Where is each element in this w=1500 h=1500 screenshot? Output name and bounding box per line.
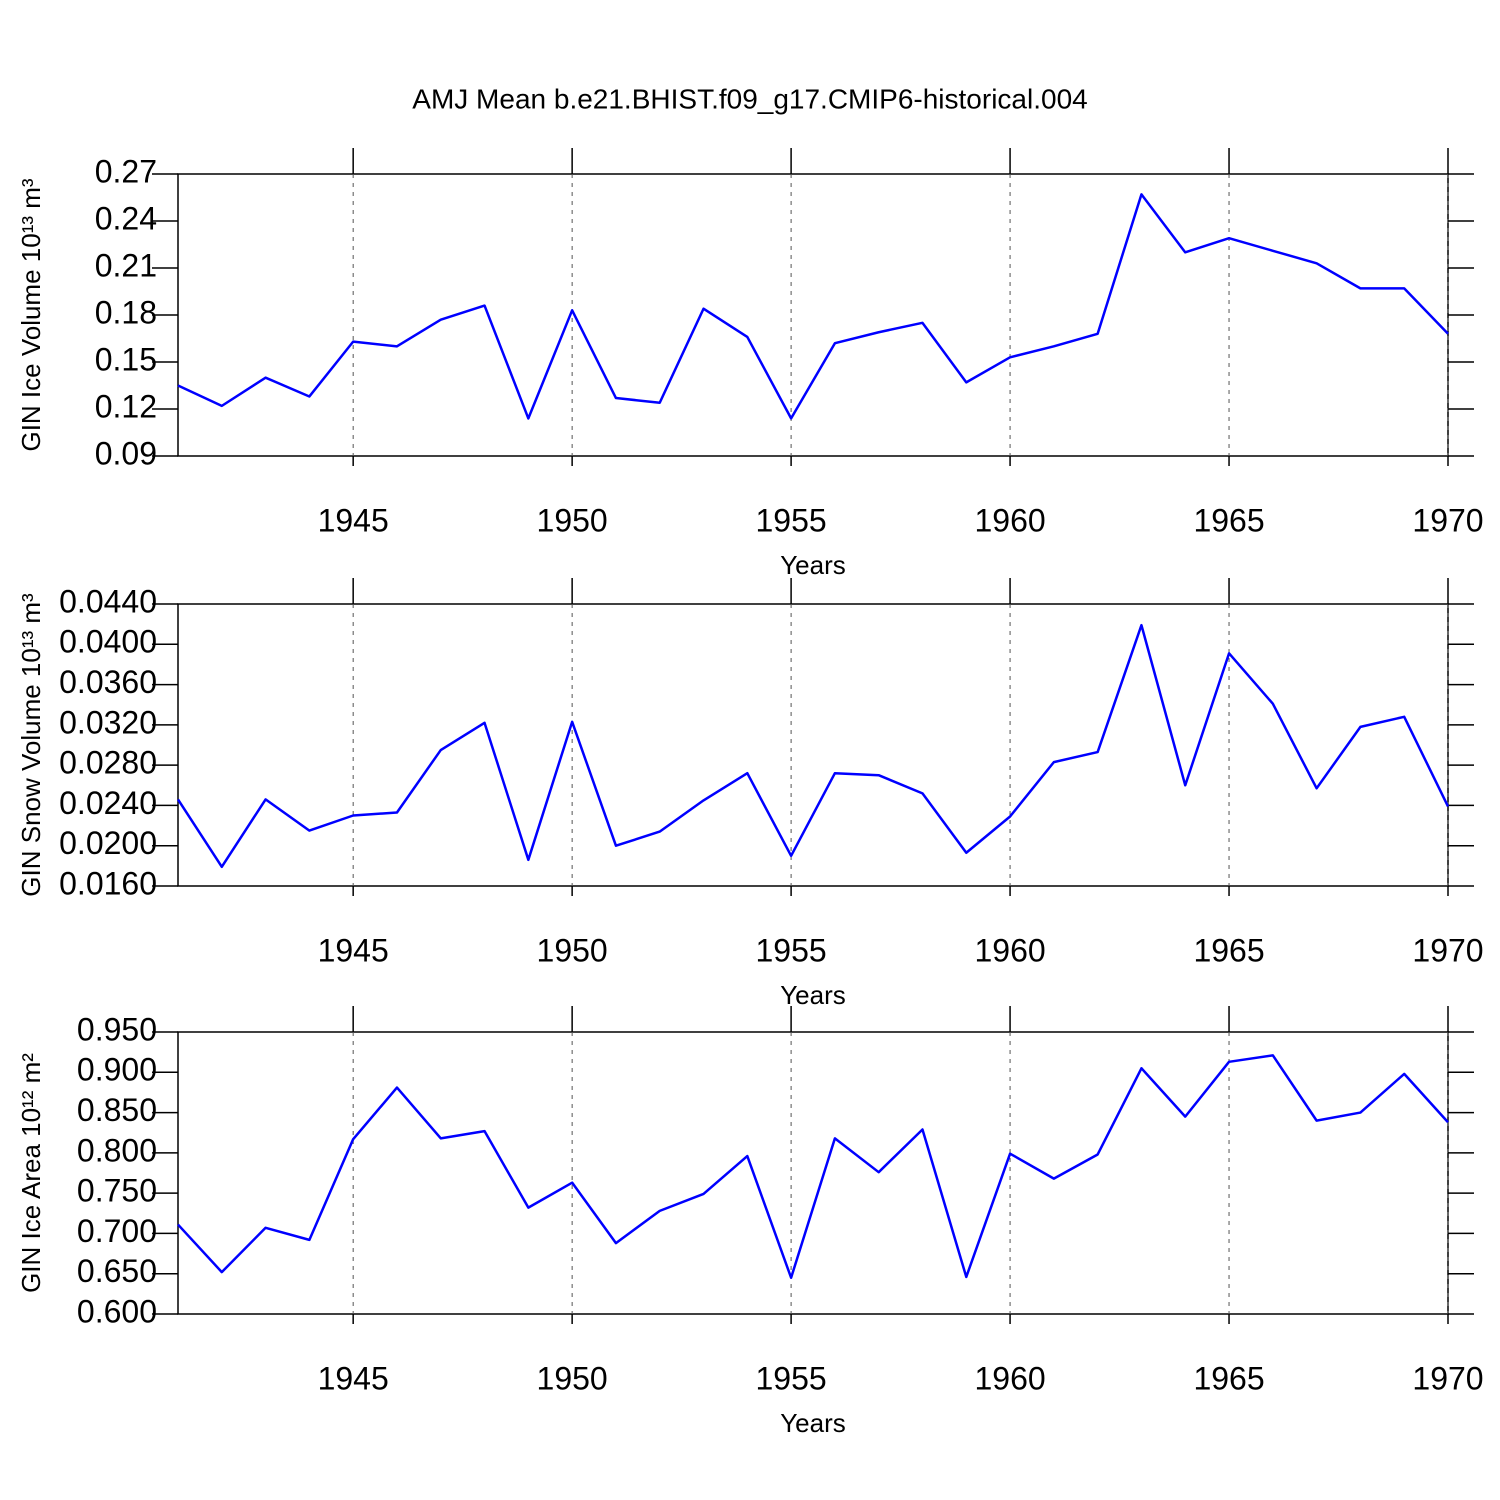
y-tick-label: 0.700 <box>77 1213 157 1249</box>
x-tick-label: 1945 <box>318 502 389 538</box>
x-tick-label: 1950 <box>537 1360 608 1396</box>
y-tick-label: 0.800 <box>77 1132 157 1168</box>
y-tick-label: 0.0240 <box>59 785 157 821</box>
x-tick-label: 1970 <box>1412 502 1483 538</box>
x-tick-label: 1955 <box>756 932 827 968</box>
y-tick-label: 0.09 <box>95 435 157 471</box>
x-axis-label: Years <box>780 980 846 1010</box>
y-tick-label: 0.750 <box>77 1173 157 1209</box>
y-tick-label: 0.0160 <box>59 865 157 901</box>
y-tick-label: 0.24 <box>95 200 157 236</box>
y-tick-label: 0.850 <box>77 1092 157 1128</box>
line-series <box>177 1054 1449 1279</box>
x-tick-label: 1950 <box>537 932 608 968</box>
x-tick-label: 1970 <box>1412 1360 1483 1396</box>
x-tick-label: 1945 <box>318 1360 389 1396</box>
y-tick-label: 0.950 <box>77 1011 157 1047</box>
x-axis-label: Years <box>780 550 846 580</box>
x-axis-label: Years <box>780 1408 846 1438</box>
y-tick-label: 0.0360 <box>59 664 157 700</box>
x-tick-label: 1965 <box>1193 932 1264 968</box>
x-tick-label: 1960 <box>974 932 1045 968</box>
plot-frame <box>177 173 1449 457</box>
y-tick-label: 0.15 <box>95 341 157 377</box>
x-tick-label: 1945 <box>318 932 389 968</box>
x-tick-label: 1955 <box>756 502 827 538</box>
plot-frame <box>177 1031 1449 1315</box>
x-tick-label: 1955 <box>756 1360 827 1396</box>
y-tick-label: 0.0280 <box>59 745 157 781</box>
y-tick-label: 0.900 <box>77 1052 157 1088</box>
y-tick-label: 0.650 <box>77 1253 157 1289</box>
y-tick-label: 0.18 <box>95 294 157 330</box>
line-series <box>177 193 1449 420</box>
y-tick-label: 0.0200 <box>59 825 157 861</box>
y-axis-label: GIN Ice Volume 10¹³ m³ <box>16 178 46 451</box>
y-tick-label: 0.27 <box>95 153 157 189</box>
x-tick-label: 1970 <box>1412 932 1483 968</box>
y-axis-label: GIN Ice Area 10¹² m² <box>16 1053 46 1293</box>
y-tick-label: 0.12 <box>95 388 157 424</box>
plot-frame <box>177 603 1449 887</box>
x-tick-label: 1965 <box>1193 1360 1264 1396</box>
y-axis-label: GIN Snow Volume 10¹³ m³ <box>16 593 46 897</box>
x-tick-label: 1960 <box>974 1360 1045 1396</box>
chart-title: AMJ Mean b.e21.BHIST.f09_g17.CMIP6-histo… <box>412 83 1087 114</box>
y-tick-label: 0.0320 <box>59 704 157 740</box>
x-tick-label: 1965 <box>1193 502 1264 538</box>
y-tick-label: 0.0400 <box>59 624 157 660</box>
y-tick-label: 0.21 <box>95 247 157 283</box>
x-tick-label: 1960 <box>974 502 1045 538</box>
x-tick-label: 1950 <box>537 502 608 538</box>
y-tick-label: 0.600 <box>77 1293 157 1329</box>
y-tick-label: 0.0440 <box>59 583 157 619</box>
line-series <box>176 623 1450 869</box>
